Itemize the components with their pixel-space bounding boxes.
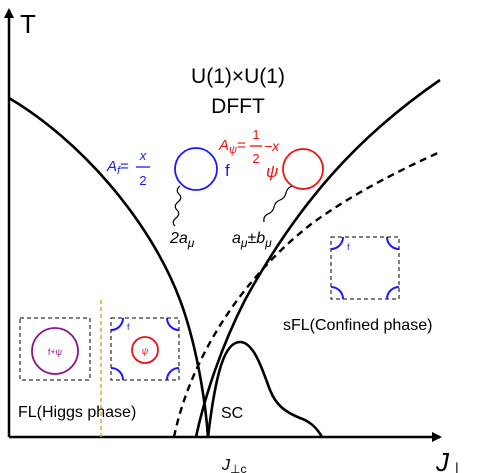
x-axis-label: J⊥ — [435, 447, 465, 473]
higgs-phase-label: FL(Higgs phase) — [18, 404, 136, 421]
combined-fermi-label: f+ψ — [48, 347, 62, 357]
theory-label-line2: DFFT — [211, 95, 265, 118]
psi-gauge-field-label: aμ±bμ — [232, 230, 272, 250]
f-fermi-pocket-br — [166, 367, 180, 381]
higgs-psi-label: ψ — [142, 346, 149, 356]
f-fermi-pocket-tr — [166, 317, 180, 331]
confined-pocket-br — [386, 286, 400, 300]
y-axis-label: T — [20, 9, 36, 39]
psi-field-diagram: Aψ= 1 2 −x ψ aμ±bμ — [218, 127, 324, 250]
confined-pocket-tl — [330, 236, 344, 250]
psi-fermi-surface — [131, 336, 159, 364]
f-fermi-pocket-bl — [110, 367, 124, 381]
psi-loop-label: ψ — [266, 162, 278, 181]
confined-inset: f — [330, 236, 400, 300]
higgs-inset-combined: f+ψ — [19, 317, 91, 381]
psi-charge-minus-x: −x — [264, 138, 280, 154]
theory-label-line1: U(1)×U(1) — [191, 65, 285, 88]
confined-phase-label: sFL(Confined phase) — [283, 317, 432, 334]
f-field-diagram: Af= x 2 f 2aμ — [106, 147, 230, 250]
confined-pocket-tr — [386, 236, 400, 250]
psi-fermion-loop — [282, 148, 324, 190]
f-charge-numerator: x — [139, 148, 147, 163]
f-gauge-propagator — [172, 185, 182, 227]
f-gauge-charge-label: Af= — [106, 158, 129, 177]
confinement-crossover-line — [194, 78, 441, 438]
f-fermi-pocket-tl — [110, 317, 124, 331]
higgs-crossover-line — [8, 96, 210, 438]
psi-gauge-propagator — [263, 185, 293, 223]
sc-phase-label: SC — [221, 405, 243, 422]
f-charge-denominator: 2 — [139, 173, 146, 188]
combined-fermi-surface — [31, 327, 79, 375]
critical-coupling-label: J⊥c — [221, 457, 246, 473]
psi-charge-numerator: 1 — [252, 127, 259, 142]
f-gauge-field-label: 2aμ — [169, 230, 195, 250]
confined-f-label: f — [347, 242, 350, 252]
f-loop-label: f — [225, 161, 230, 180]
higgs-f-label: f — [127, 322, 130, 332]
psi-gauge-charge-label: Aψ= — [218, 137, 246, 156]
psi-charge-denominator: 2 — [252, 151, 259, 166]
higgs-inset-separate: f ψ — [110, 317, 180, 381]
confined-pocket-bl — [330, 286, 344, 300]
f-fermion-loop — [174, 147, 218, 191]
dashed-crossover-line — [172, 150, 441, 438]
sc-dome — [206, 340, 324, 438]
